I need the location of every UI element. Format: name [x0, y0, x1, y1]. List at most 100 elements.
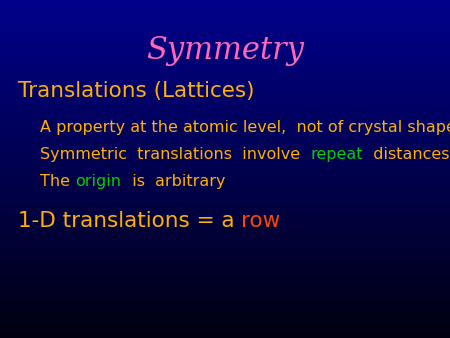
Bar	[0, 101, 450, 103]
Bar	[0, 210, 450, 211]
Bar	[0, 330, 450, 331]
Bar	[0, 105, 450, 106]
Bar	[0, 240, 450, 242]
Bar	[0, 255, 450, 257]
Text: row: row	[242, 211, 281, 231]
Bar	[0, 265, 450, 267]
Bar	[0, 208, 450, 210]
Text: A property at the atomic level,  not of crystal shapes: A property at the atomic level, not of c…	[40, 120, 450, 135]
Bar	[0, 47, 450, 49]
Bar	[0, 15, 450, 17]
Bar	[0, 243, 450, 245]
Bar	[0, 303, 450, 304]
Bar	[0, 216, 450, 218]
Bar	[0, 96, 450, 98]
Bar	[0, 110, 450, 112]
Bar	[0, 162, 450, 164]
Bar	[0, 335, 450, 336]
Bar	[0, 57, 450, 59]
Bar	[0, 311, 450, 313]
Bar	[0, 259, 450, 260]
Bar	[0, 135, 450, 137]
Bar	[0, 14, 450, 15]
Bar	[0, 213, 450, 215]
Bar	[0, 304, 450, 306]
Bar	[0, 134, 450, 135]
Bar	[0, 79, 450, 81]
Bar	[0, 78, 450, 79]
Bar	[0, 296, 450, 297]
Bar	[0, 17, 450, 19]
Bar	[0, 56, 450, 57]
Bar	[0, 95, 450, 96]
Bar	[0, 117, 450, 118]
Bar	[0, 90, 450, 91]
Bar	[0, 39, 450, 41]
Bar	[0, 84, 450, 86]
Text: distances: distances	[364, 147, 450, 162]
Bar	[0, 154, 450, 155]
Text: Translations (Lattices): Translations (Lattices)	[18, 81, 255, 101]
Bar	[0, 189, 450, 191]
Bar	[0, 191, 450, 193]
Text: The: The	[40, 174, 76, 189]
Bar	[0, 279, 450, 281]
Bar	[0, 91, 450, 93]
Bar	[0, 237, 450, 238]
Bar	[0, 254, 450, 255]
Bar	[0, 49, 450, 51]
Bar	[0, 115, 450, 117]
Bar	[0, 184, 450, 186]
Bar	[0, 226, 450, 228]
Bar	[0, 7, 450, 8]
Bar	[0, 139, 450, 140]
Bar	[0, 73, 450, 74]
Bar	[0, 30, 450, 32]
Bar	[0, 328, 450, 330]
Bar	[0, 215, 450, 216]
Bar	[0, 118, 450, 120]
Bar	[0, 132, 450, 134]
Bar	[0, 71, 450, 73]
Text: repeat: repeat	[311, 147, 364, 162]
Bar	[0, 44, 450, 46]
Bar	[0, 318, 450, 319]
Bar	[0, 177, 450, 179]
Bar	[0, 25, 450, 27]
Bar	[0, 291, 450, 292]
Bar	[0, 235, 450, 237]
Bar	[0, 157, 450, 159]
Bar	[0, 286, 450, 287]
Bar	[0, 321, 450, 323]
Bar	[0, 314, 450, 316]
Bar	[0, 22, 450, 24]
Bar	[0, 8, 450, 10]
Bar	[0, 203, 450, 204]
Bar	[0, 292, 450, 294]
Bar	[0, 76, 450, 78]
Text: origin: origin	[76, 174, 122, 189]
Bar	[0, 282, 450, 284]
Bar	[0, 198, 450, 199]
Bar	[0, 269, 450, 270]
Bar	[0, 274, 450, 275]
Bar	[0, 323, 450, 324]
Bar	[0, 127, 450, 128]
Bar	[0, 125, 450, 127]
Bar	[0, 145, 450, 147]
Bar	[0, 152, 450, 154]
Bar	[0, 267, 450, 269]
Bar	[0, 5, 450, 7]
Bar	[0, 54, 450, 56]
Bar	[0, 206, 450, 208]
Bar	[0, 264, 450, 265]
Bar	[0, 69, 450, 71]
Bar	[0, 46, 450, 47]
Bar	[0, 174, 450, 176]
Bar	[0, 12, 450, 14]
Bar	[0, 86, 450, 88]
Bar	[0, 140, 450, 142]
Bar	[0, 112, 450, 113]
Bar	[0, 98, 450, 100]
Bar	[0, 275, 450, 277]
